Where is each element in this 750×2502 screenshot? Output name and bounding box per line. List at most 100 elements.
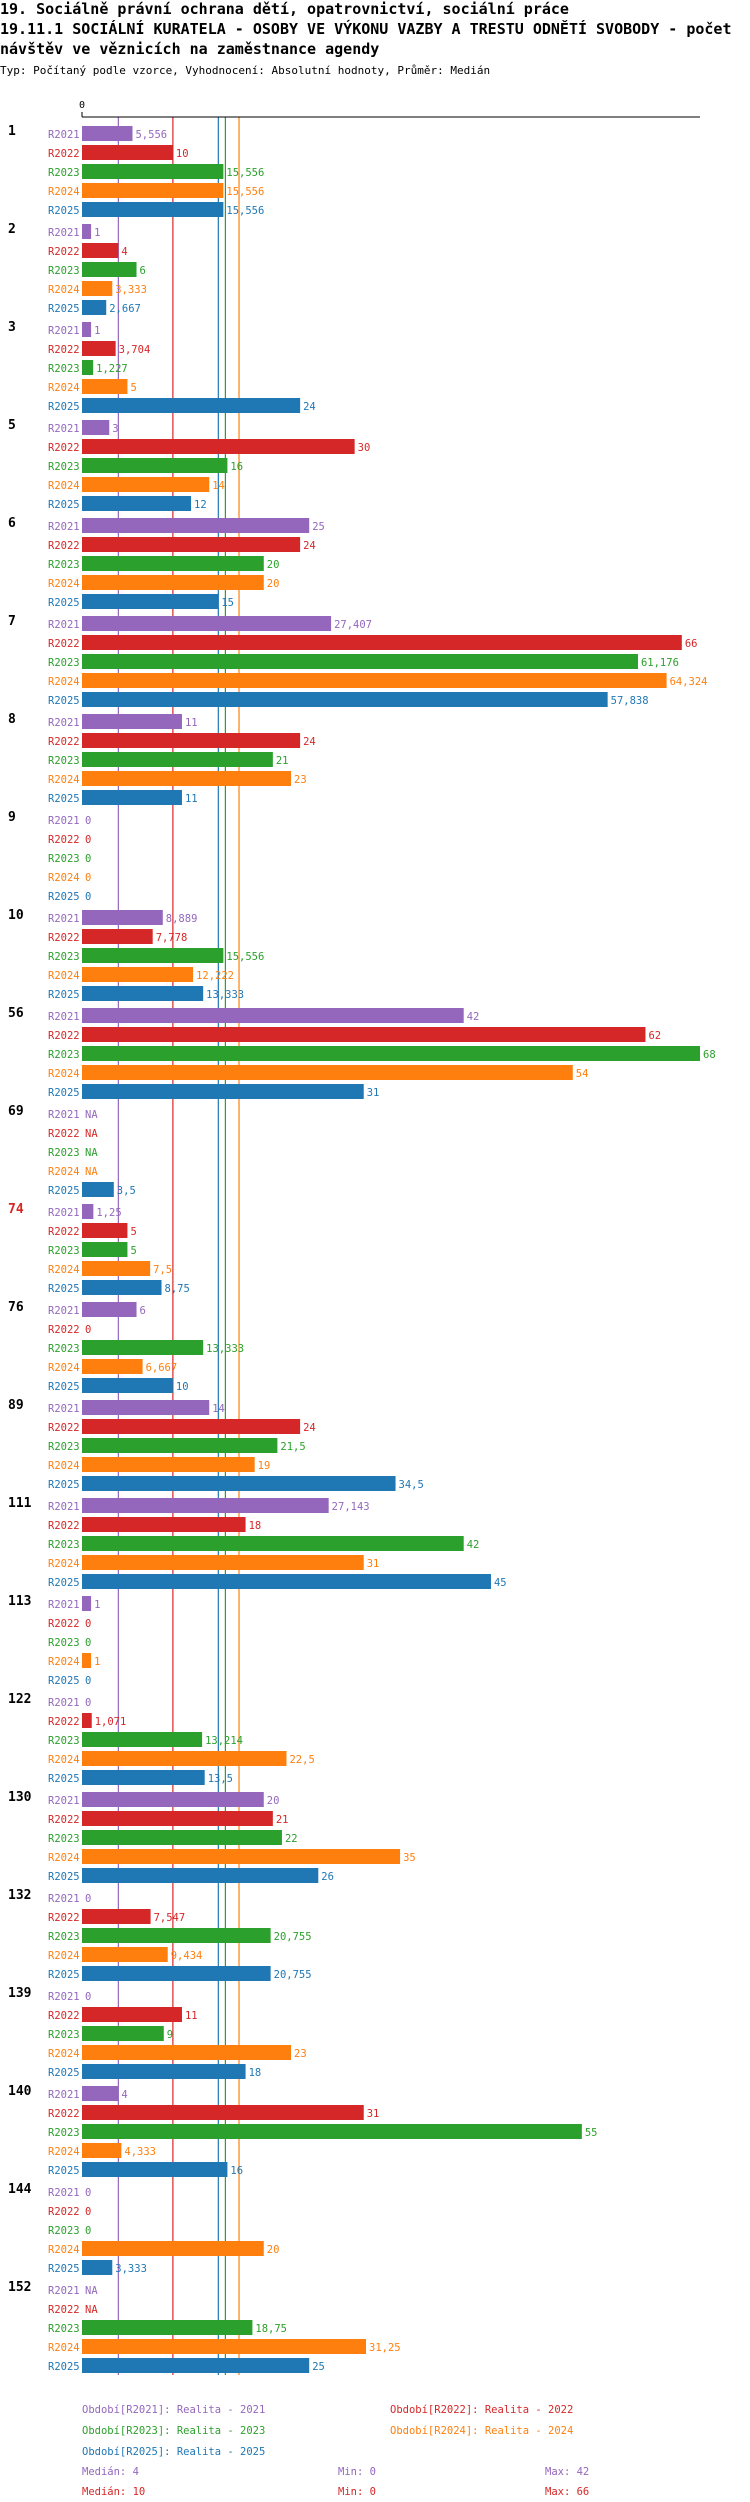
bar <box>82 1830 282 1845</box>
group-label: 144 <box>8 2182 32 2197</box>
bar <box>82 2026 164 2041</box>
series-label: R2022 <box>48 2304 80 2316</box>
indicator-title: 19.11.1 SOCIÁLNÍ KURATELA - OSOBY VE VÝK… <box>0 20 732 38</box>
bar <box>82 1242 128 1257</box>
data-label: 0 <box>85 872 91 884</box>
data-label: 8,889 <box>166 913 198 925</box>
series-label: R2025 <box>48 2165 80 2177</box>
data-label: 0 <box>85 815 91 827</box>
series-label: R2022 <box>48 638 80 650</box>
data-label: 31,25 <box>369 2342 401 2354</box>
series-label: R2024 <box>48 2048 80 2060</box>
series-label: R2023 <box>48 461 80 473</box>
data-label: 0 <box>85 834 91 846</box>
data-label: 4,333 <box>124 2146 156 2158</box>
series-label: R2023 <box>48 1637 80 1649</box>
bar <box>82 948 224 963</box>
data-label: 15,556 <box>226 951 264 963</box>
bar <box>82 1792 264 1807</box>
data-label: 4 <box>121 2089 127 2101</box>
data-label: 15,556 <box>226 186 264 198</box>
data-label: 1,25 <box>96 1207 121 1219</box>
series-label: R2023 <box>48 1735 80 1747</box>
series-label: R2023 <box>48 363 80 375</box>
series-label: R2021 <box>48 2187 80 2199</box>
group-label: 132 <box>8 1888 31 1903</box>
series-label: R2025 <box>48 2361 80 2373</box>
series-label: R2025 <box>48 205 80 217</box>
data-label: 5 <box>130 1226 136 1238</box>
data-label: 20 <box>267 559 280 571</box>
bar <box>82 1027 646 1042</box>
data-label: 5 <box>130 1245 136 1257</box>
series-label: R2025 <box>48 989 80 1001</box>
bar <box>82 126 133 141</box>
data-label: 27,407 <box>334 619 372 631</box>
group-label: 140 <box>8 2084 32 2099</box>
bar <box>82 575 264 590</box>
data-label: 45 <box>494 1577 507 1589</box>
bar <box>82 2162 228 2177</box>
bar <box>82 439 355 454</box>
data-label: 34,5 <box>399 1479 424 1491</box>
series-label: R2021 <box>48 717 80 729</box>
bar <box>82 1419 301 1434</box>
group-label: 5 <box>8 418 16 433</box>
bar <box>82 1555 364 1570</box>
bar <box>82 243 119 258</box>
bar <box>82 2045 292 2060</box>
bar <box>82 537 301 552</box>
bar <box>82 1713 92 1728</box>
data-label: 21 <box>276 755 289 767</box>
series-label: R2024 <box>48 1362 80 1374</box>
series-label: R2022 <box>48 834 80 846</box>
data-label: 3 <box>112 423 118 435</box>
bar <box>82 1084 364 1099</box>
data-label: 57,838 <box>611 695 649 707</box>
data-label: 15,556 <box>226 167 264 179</box>
data-label: 6 <box>140 265 146 277</box>
series-label: R2022 <box>48 442 80 454</box>
bar <box>82 1302 137 1317</box>
data-label: 13,333 <box>206 989 244 1001</box>
bar <box>82 1008 464 1023</box>
series-label: R2023 <box>48 657 80 669</box>
bar <box>82 654 638 669</box>
data-label: 20 <box>267 578 280 590</box>
data-label: 35 <box>403 1852 416 1864</box>
data-label: 27,143 <box>332 1501 370 1513</box>
group-label: 89 <box>8 1398 24 1413</box>
data-label: NA <box>85 1128 98 1140</box>
calculation-type: Typ: Počítaný podle vzorce, Vyhodnocení:… <box>0 64 491 77</box>
bar <box>82 1947 168 1962</box>
bar <box>82 752 273 767</box>
series-label: R2021 <box>48 1599 80 1611</box>
group-label: 152 <box>8 2280 31 2295</box>
data-label: 66 <box>685 638 698 650</box>
bar <box>82 1359 143 1374</box>
bar <box>82 692 608 707</box>
series-label: R2024 <box>48 382 80 394</box>
data-label: 13,214 <box>205 1735 243 1747</box>
data-label: 13,5 <box>208 1773 233 1785</box>
series-label: R2021 <box>48 521 80 533</box>
bar <box>82 1340 204 1355</box>
series-label: R2025 <box>48 1773 80 1785</box>
data-label: 1 <box>94 1599 100 1611</box>
data-label: 20,755 <box>274 1931 312 1943</box>
bar <box>82 1261 151 1276</box>
data-label: 20 <box>267 1795 280 1807</box>
series-label: R2025 <box>48 1087 80 1099</box>
legend-period: Období[R2022]: Realita - 2022 <box>390 2404 573 2416</box>
series-label: R2022 <box>48 2010 80 2022</box>
data-label: 9,434 <box>171 1950 203 1962</box>
series-label: R2021 <box>48 1795 80 1807</box>
data-label: 3,333 <box>115 2263 147 2275</box>
legend-min: Min: 0 <box>338 2486 376 2498</box>
data-label: 0 <box>85 1893 91 1905</box>
series-label: R2024 <box>48 2342 80 2354</box>
series-label: R2021 <box>48 815 80 827</box>
bar <box>82 1223 128 1238</box>
bar <box>82 2064 246 2079</box>
legend-period: Období[R2024]: Realita - 2024 <box>390 2425 573 2437</box>
